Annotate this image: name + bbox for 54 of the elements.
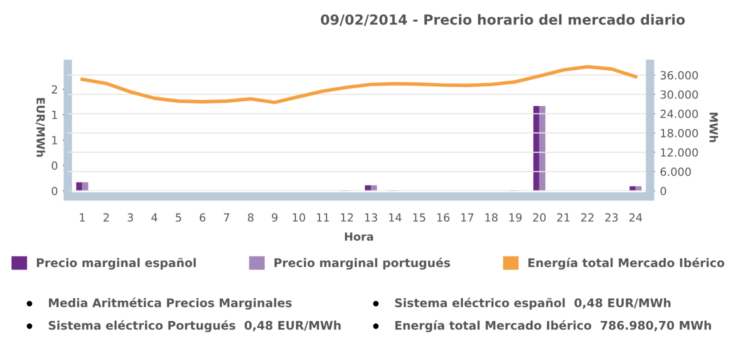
y2-tick-label: 36.000: [660, 71, 698, 80]
y2-axis-title: MWh: [710, 112, 718, 142]
legend-label: Precio marginal español: [36, 258, 196, 270]
y2-tick-label: 6.000: [660, 168, 691, 176]
x-tick-label: 4: [151, 213, 158, 222]
y2-tick-label: 12.000: [660, 148, 698, 157]
x-tick-label: 3: [128, 213, 133, 222]
x-tick-label: 17: [461, 213, 474, 222]
x-tick-label: 12: [341, 213, 353, 222]
x-tick-label: 13: [365, 213, 378, 222]
text: Sistema eléctrico Portugués 0,48 EUR/MWh: [48, 320, 341, 332]
bar: [76, 182, 82, 191]
legend-label: Energía total Mercado Ibérico: [528, 258, 724, 270]
text: Media Aritmética Precios Marginales: [48, 298, 292, 310]
x-tick-label: 2: [104, 213, 109, 222]
y-tick-label: 2: [52, 85, 57, 94]
x-tick-label: 11: [316, 213, 329, 222]
bar: [82, 182, 88, 191]
y-tick-label: 0: [52, 186, 58, 196]
x-tick-label: 19: [509, 213, 522, 222]
x-tick-label: 21: [557, 213, 570, 222]
y2-tick-label: 24.000: [660, 110, 698, 118]
x-tick-label: 10: [292, 213, 306, 222]
text: Energía total Mercado Ibérico 786.980,70 MWh: [395, 320, 711, 332]
y-tick-label: 1: [52, 110, 58, 119]
bar: [364, 185, 371, 191]
bar: [533, 106, 540, 191]
line-series: [80, 65, 638, 104]
bar: [539, 106, 546, 191]
y-tick-label: 1: [52, 136, 58, 144]
x-tick-label: 24: [629, 213, 642, 222]
x-tick-label: 5: [176, 213, 182, 222]
x-tick-label: 18: [485, 213, 498, 222]
x-tick-label: 1: [80, 213, 85, 222]
x-tick-label: 16: [437, 213, 450, 222]
chart-title: 09/02/2014 - Precio horario del mercado diario: [320, 14, 685, 26]
x-tick-label: 6: [200, 213, 206, 222]
x-tick-label: 8: [248, 213, 254, 222]
x-tick-label: 20: [533, 213, 546, 222]
x-tick-label: 22: [581, 213, 594, 222]
legend-label: Precio marginal portugués: [274, 258, 450, 270]
x-axis-title: Hora: [344, 232, 373, 241]
y2-tick-label: 18.000: [660, 128, 698, 138]
bar: [370, 185, 377, 191]
y-tick-label: 0: [52, 161, 58, 170]
y2-tick-label: 30.000: [660, 90, 698, 99]
x-tick-label: 9: [272, 213, 278, 222]
x-tick-label: 14: [389, 213, 402, 222]
x-tick-label: 7: [224, 213, 230, 222]
y-axis-title: EUR/MWh: [36, 98, 46, 157]
text: Sistema eléctrico español 0,48 EUR/MWh: [395, 298, 670, 310]
x-tick-label: 15: [413, 213, 426, 222]
y2-tick-label: 0: [660, 186, 666, 196]
x-tick-label: 23: [605, 213, 618, 222]
